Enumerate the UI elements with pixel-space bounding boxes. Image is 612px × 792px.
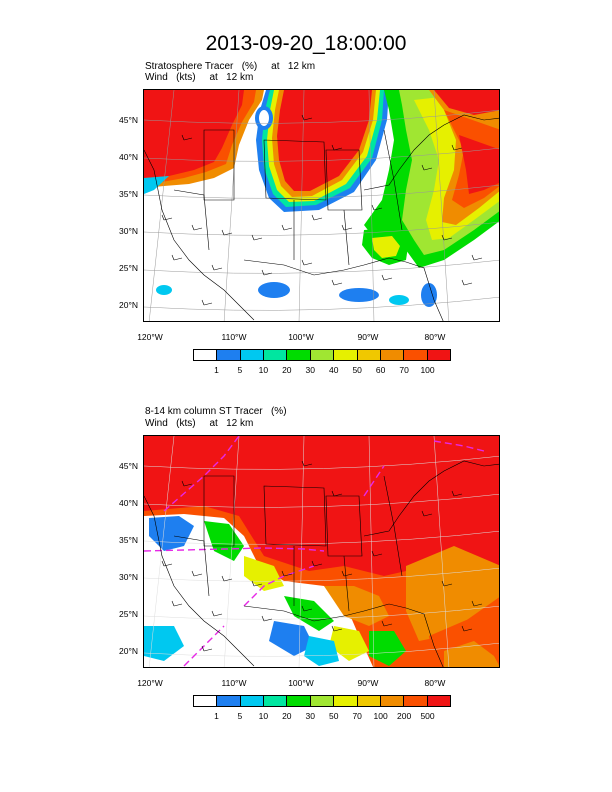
colorbar-swatch [404, 696, 428, 706]
colorbar-label: 20 [282, 711, 292, 721]
colorbar-swatch [334, 350, 358, 360]
colorbar-swatch [380, 696, 405, 706]
bottom-lat-label-45n: 45°N [119, 461, 138, 471]
colorbar-label: 10 [258, 711, 269, 721]
top-panel-title-line2: Wind (kts) at 12 km [145, 72, 254, 83]
colorbar-label: 200 [396, 711, 412, 721]
colorbar-label: 40 [328, 365, 339, 375]
colorbar-swatch [194, 696, 218, 706]
colorbar-label: 20 [282, 365, 292, 375]
colorbar-label: 100 [420, 365, 435, 375]
top-colorbar [193, 349, 451, 361]
bottom-colorbar [193, 695, 451, 707]
top-lon-label-100w: 100°W [288, 332, 314, 342]
bottom-map-field [144, 436, 499, 667]
colorbar-label: 500 [420, 711, 435, 721]
top-lon-label-80w: 80°W [424, 332, 446, 342]
top-lon-label-110w: 110°W [221, 332, 247, 342]
colorbar-swatch [194, 350, 218, 360]
colorbar-label: 1 [214, 365, 219, 375]
top-lon-label-120w: 120°W [137, 332, 163, 342]
bottom-lon-label-80w: 80°W [424, 678, 446, 688]
bottom-lat-label-20n: 20°N [119, 646, 138, 656]
colorbar-swatch [334, 696, 358, 706]
main-title: 2013-09-20_18:00:00 [205, 32, 407, 55]
colorbar-label: 70 [352, 711, 362, 721]
colorbar-swatch [264, 350, 288, 360]
bottom-lon-label-100w: 100°W [288, 678, 314, 688]
colorbar-swatch [217, 350, 241, 360]
colorbar-label: 5 [237, 365, 243, 375]
top-lon-label-90w: 90°W [357, 332, 379, 342]
top-map-field [144, 90, 499, 321]
colorbar-swatch [427, 350, 450, 360]
colorbar-label: 60 [375, 365, 386, 375]
top-panel-title-line1: Stratosphere Tracer (%) at 12 km [145, 61, 316, 72]
bottom-map [143, 435, 500, 668]
colorbar-swatch [287, 350, 311, 360]
colorbar-label: 30 [305, 365, 315, 375]
top-lat-label-45n: 45°N [119, 115, 138, 125]
colorbar-swatch [287, 696, 311, 706]
colorbar-label: 10 [258, 365, 269, 375]
colorbar-swatch [427, 696, 450, 706]
colorbar-label: 50 [352, 365, 362, 375]
colorbar-swatch [310, 696, 335, 706]
colorbar-swatch [217, 696, 241, 706]
colorbar-swatch [380, 350, 405, 360]
colorbar-swatch [357, 350, 381, 360]
bottom-panel-title-line1: 8-14 km column ST Tracer (%) [145, 406, 287, 417]
bottom-lon-label-90w: 90°W [357, 678, 379, 688]
bottom-panel-title-line2: Wind (kts) at 12 km [145, 418, 254, 429]
bottom-lat-label-40n: 40°N [119, 498, 138, 508]
colorbar-swatch [264, 696, 288, 706]
colorbar-label: 100 [373, 711, 388, 721]
top-lat-label-30n: 30°N [119, 226, 138, 236]
bottom-lon-label-110w: 110°W [221, 678, 247, 688]
colorbar-label: 5 [237, 711, 243, 721]
top-lat-label-25n: 25°N [119, 263, 138, 273]
top-map [143, 89, 500, 322]
top-lat-label-20n: 20°N [119, 300, 138, 310]
colorbar-label: 1 [214, 711, 219, 721]
top-lat-label-35n: 35°N [119, 189, 138, 199]
bottom-lat-label-30n: 30°N [119, 572, 138, 582]
colorbar-swatch [404, 350, 428, 360]
bottom-lon-label-120w: 120°W [137, 678, 163, 688]
top-lat-label-40n: 40°N [119, 152, 138, 162]
bottom-lat-label-35n: 35°N [119, 535, 138, 545]
colorbar-swatch [240, 696, 265, 706]
colorbar-swatch [357, 696, 381, 706]
colorbar-swatch [240, 350, 265, 360]
colorbar-label: 70 [399, 365, 409, 375]
colorbar-swatch [310, 350, 335, 360]
colorbar-label: 30 [305, 711, 315, 721]
bottom-lat-label-25n: 25°N [119, 609, 138, 619]
colorbar-label: 50 [328, 711, 339, 721]
